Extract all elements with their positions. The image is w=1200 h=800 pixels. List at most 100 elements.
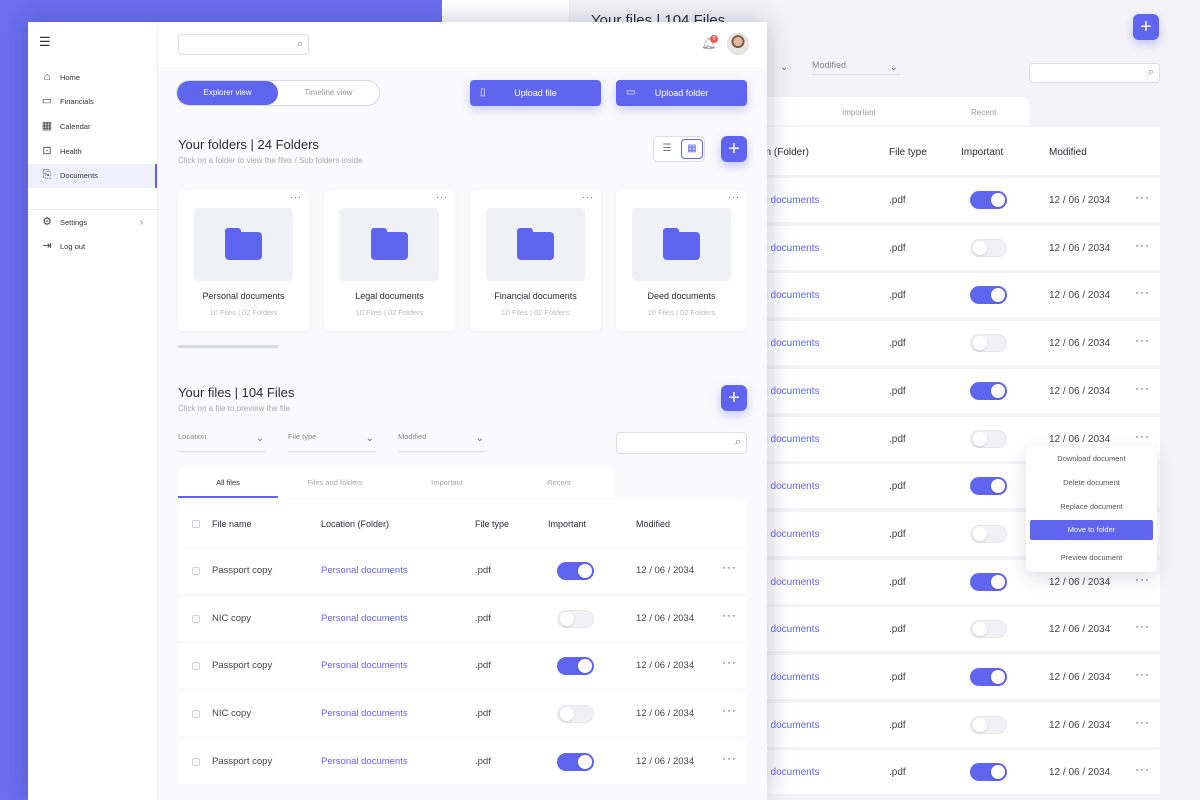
background-tab-recent[interactable]: Recent (971, 108, 997, 117)
location-link[interactable]: al documents (760, 672, 820, 683)
more-options-icon[interactable]: ··· (290, 192, 302, 202)
important-toggle[interactable] (557, 609, 594, 628)
row-checkbox[interactable] (192, 567, 200, 575)
location-link[interactable]: al documents (760, 481, 820, 493)
important-toggle[interactable] (970, 715, 1007, 734)
folder-card[interactable]: ··· Legal documents 10 Files | 02 Folder… (324, 190, 455, 331)
folder-card[interactable]: ··· Personal documents 10 Files | 02 Fol… (178, 190, 309, 331)
more-options-icon[interactable]: ··· (1135, 428, 1150, 443)
more-options-icon[interactable]: ··· (722, 750, 737, 765)
menu-item-move-to-folder[interactable]: Move to folder (1030, 520, 1153, 540)
important-toggle[interactable] (557, 657, 594, 676)
background-tab-important[interactable]: Important (842, 108, 876, 117)
important-toggle[interactable] (557, 562, 594, 580)
row-checkbox[interactable] (192, 710, 200, 719)
background-add-file-button[interactable]: + (1133, 14, 1159, 40)
important-toggle[interactable] (970, 286, 1007, 305)
menu-item-download[interactable]: Download document (1057, 454, 1126, 463)
select-all-checkbox[interactable] (192, 520, 200, 528)
background-modified-filter[interactable]: Modified ⌄ (812, 60, 900, 75)
important-toggle[interactable] (970, 572, 1007, 591)
upload-file-button[interactable]: ▯ Upload file (470, 80, 601, 106)
important-toggle[interactable] (970, 620, 1007, 639)
table-row[interactable]: Passport copy Personal documents .pdf 12 / … (178, 549, 747, 593)
background-table-row[interactable]: al documents .pdf 12 / 06 / 2034 ··· (742, 368, 1160, 413)
background-table-row[interactable]: al documents .pdf 12 / 06 / 2034 ··· (742, 225, 1160, 270)
menu-item-replace[interactable]: Replace document (1060, 502, 1123, 511)
important-toggle[interactable] (970, 524, 1007, 543)
background-table-row[interactable]: al documents .pdf 12 / 06 / 2034 ··· (742, 178, 1160, 222)
sidebar-item-health[interactable]: ⊡ Health (28, 140, 157, 164)
important-toggle[interactable] (970, 763, 1007, 782)
location-link[interactable]: Personal documents (321, 660, 408, 672)
list-view-icon[interactable]: ☰ (662, 143, 672, 154)
more-options-icon[interactable]: ··· (1135, 571, 1150, 586)
location-filter[interactable]: Location ⌄ (178, 432, 266, 452)
chevron-down-icon[interactable]: ⌄ (780, 62, 789, 73)
more-options-icon[interactable]: ··· (1135, 619, 1150, 634)
sidebar-item-settings[interactable]: ⚙ Settings (28, 211, 157, 235)
location-link[interactable]: al documents (760, 195, 820, 206)
important-toggle[interactable] (970, 334, 1007, 353)
background-search-input[interactable]: ⌕ (1029, 63, 1160, 83)
upload-folder-button[interactable]: ▭ Upload folder (616, 80, 747, 106)
sidebar-item-financials[interactable]: ▭ Financials (28, 90, 157, 114)
location-link[interactable]: al documents (760, 242, 820, 254)
more-options-icon[interactable]: ··· (1135, 380, 1150, 395)
menu-item-delete[interactable]: Delete document (1063, 478, 1120, 487)
location-link[interactable]: Personal documents (321, 708, 408, 720)
file-name[interactable]: NIC copy (212, 708, 252, 720)
add-file-button[interactable]: + (721, 385, 747, 411)
more-options-icon[interactable]: ··· (1135, 762, 1150, 777)
modified-filter[interactable]: Modified ⌄ (398, 432, 486, 452)
file-name[interactable]: Passport copy (212, 565, 273, 576)
hamburger-menu-icon[interactable]: ☰ (39, 34, 51, 49)
table-row[interactable]: Passport copy Personal documents .pdf 12 / … (178, 644, 747, 689)
more-options-icon[interactable]: ··· (1135, 714, 1150, 729)
grid-view-icon[interactable]: ▦ (681, 139, 703, 159)
background-table-row[interactable]: al documents .pdf 12 / 06 / 2034 ··· (742, 702, 1160, 747)
table-row[interactable]: NIC copy Personal documents .pdf 12 / 06 / … (178, 692, 747, 737)
more-options-icon[interactable]: ··· (1135, 237, 1150, 252)
important-toggle[interactable] (970, 668, 1007, 686)
row-checkbox[interactable] (192, 757, 200, 766)
more-options-icon[interactable]: ··· (728, 192, 740, 202)
row-checkbox[interactable] (192, 614, 200, 623)
more-options-icon[interactable]: ··· (582, 192, 594, 202)
more-options-icon[interactable]: ··· (722, 560, 737, 574)
location-link[interactable]: al documents (760, 528, 820, 540)
search-input[interactable]: ⌕ (178, 34, 309, 55)
location-link[interactable]: Personal documents (321, 612, 408, 624)
background-table-row[interactable]: al documents .pdf 12 / 06 / 2034 ··· (742, 750, 1160, 795)
location-link[interactable]: al documents (760, 385, 820, 397)
file-name[interactable]: Passport copy (212, 660, 273, 672)
sidebar-item-calendar[interactable]: ▦ Calendar (28, 115, 157, 139)
important-toggle[interactable] (970, 429, 1007, 448)
more-options-icon[interactable]: ··· (1135, 190, 1150, 204)
table-row[interactable]: Passport copy Personal documents .pdf 12 / … (178, 739, 747, 784)
more-options-icon[interactable]: ··· (1135, 667, 1150, 681)
important-toggle[interactable] (970, 381, 1007, 400)
file-type-filter[interactable]: File type ⌄ (288, 432, 376, 452)
more-options-icon[interactable]: ··· (722, 703, 737, 718)
timeline-view-tab[interactable]: Timeline view (304, 88, 353, 97)
important-toggle[interactable] (557, 705, 594, 724)
important-toggle[interactable] (970, 238, 1007, 257)
background-table-row[interactable]: al documents .pdf 12 / 06 / 2034 ··· (742, 273, 1160, 318)
important-toggle[interactable] (970, 477, 1007, 496)
tab-important[interactable]: Important (431, 478, 463, 487)
more-options-icon[interactable]: ··· (436, 192, 448, 202)
location-link[interactable]: Personal documents (321, 755, 408, 767)
add-folder-button[interactable]: + (721, 136, 747, 162)
explorer-view-tab[interactable]: Explorer view (177, 81, 278, 105)
avatar[interactable] (727, 33, 749, 55)
tab-recent[interactable]: Recent (547, 478, 571, 487)
more-options-icon[interactable]: ··· (722, 607, 737, 622)
location-link[interactable]: al documents (760, 576, 820, 588)
menu-item-preview[interactable]: Preview document (1060, 553, 1123, 562)
folder-card[interactable]: ··· Financial documents 10 Files | 02 Fo… (470, 190, 601, 331)
location-link[interactable]: al documents (760, 767, 820, 779)
folder-card[interactable]: ··· Deed documents 10 Files | 02 Folders (616, 190, 747, 331)
background-table-row[interactable]: al documents .pdf 12 / 06 / 2034 ··· (742, 607, 1160, 652)
sidebar-item-home[interactable]: ⌂ Home (28, 66, 157, 90)
